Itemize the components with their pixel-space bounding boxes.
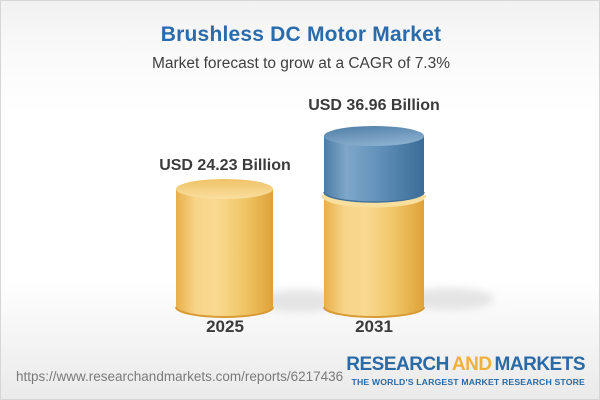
cylinder-2025 [175,179,274,318]
cylinder-2031-growth-segment [324,136,424,202]
logo-word-and: AND [451,354,492,375]
category-label-2025: 2025 [206,317,244,336]
logo-word-markets: MARKETS [494,354,586,375]
logo-wordmark: RESEARCH AND MARKETS [346,355,585,375]
cylinder-2031-base-segment [324,192,424,317]
logo-tagline: THE WORLD'S LARGEST MARKET RESEARCH STOR… [351,376,585,387]
category-label-2031: 2031 [355,317,393,336]
report-url: https://www.researchandmarkets.com/repor… [16,369,344,384]
research-and-markets-logo: RESEARCH AND MARKETS THE WORLD'S LARGEST M… [346,355,585,387]
shadow-2025 [256,290,344,312]
logo-word-research: RESEARCH [346,354,449,375]
chart-subtitle: Market forecast to grow at a CAGR of 7.3… [151,55,451,72]
value-label-2025: USD 24.23 Billion [159,157,291,174]
value-label-2031: USD 36.96 Billion [308,97,440,114]
shadow-2031 [406,288,494,310]
chart-title: Brushless DC Motor Market [160,23,442,46]
cylinder-2031 [321,126,427,318]
